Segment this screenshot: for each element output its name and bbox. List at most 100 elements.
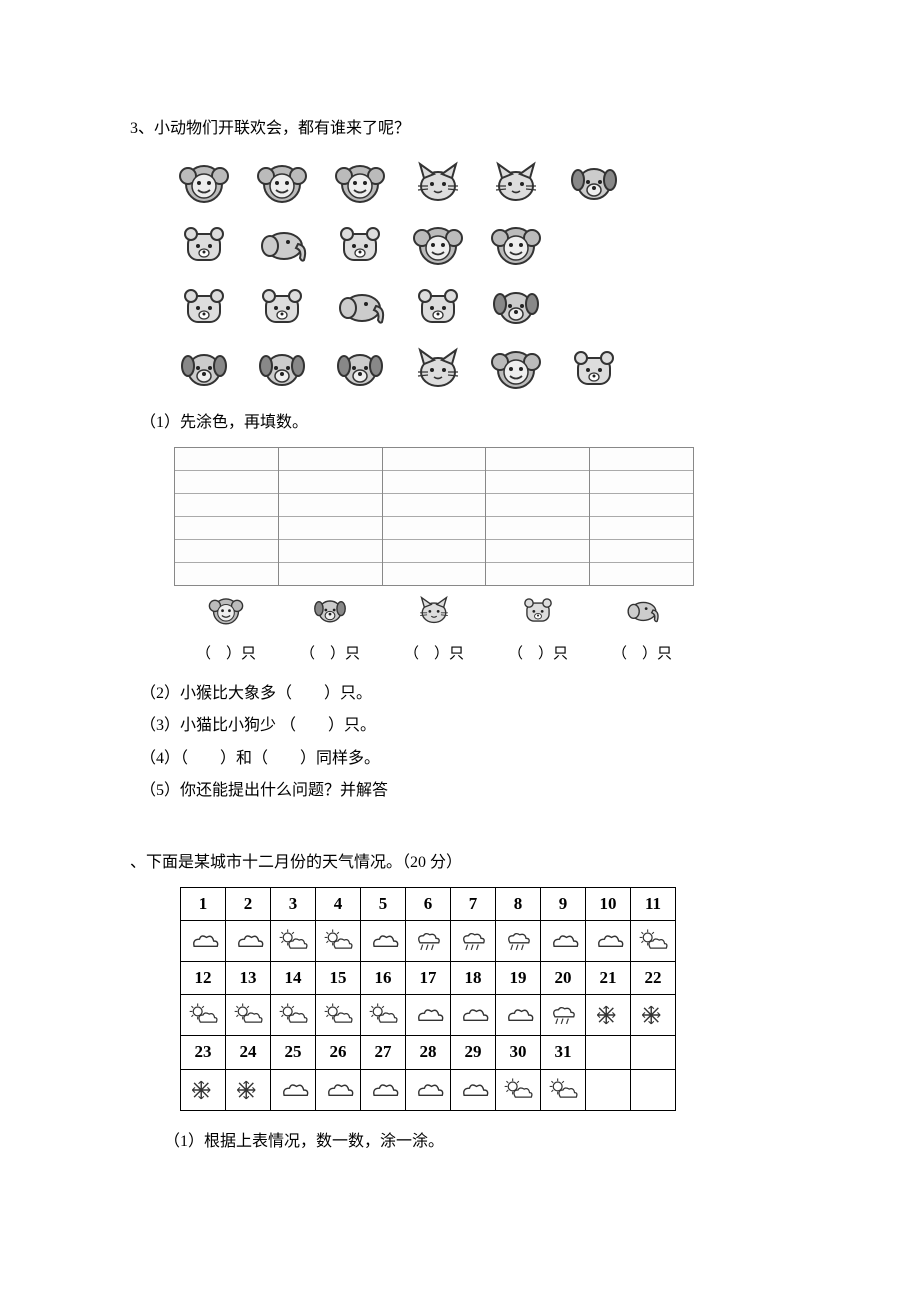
chart-cell xyxy=(279,471,382,494)
cat-icon xyxy=(412,342,464,394)
calendar-day-number: 5 xyxy=(361,887,406,920)
elephant-icon xyxy=(334,280,386,332)
chart-cell xyxy=(590,517,693,540)
count-chart: （ ）只（ ）只（ ）只（ ）只（ ）只 xyxy=(174,447,694,669)
weather-cloud-icon xyxy=(586,921,631,962)
animal-row xyxy=(170,342,640,394)
calendar-day-number: 22 xyxy=(631,962,676,995)
chart-cell xyxy=(383,494,486,517)
dog-icon xyxy=(490,280,542,332)
calendar-day-number: 15 xyxy=(316,962,361,995)
animal-row xyxy=(170,280,640,332)
chart-cell xyxy=(383,540,486,563)
q3-sub2: （2）小猴比大象多（ ）只。 xyxy=(140,679,790,709)
chart-column xyxy=(383,448,487,585)
weather-partly-icon xyxy=(361,995,406,1036)
chart-label: （ ）只 xyxy=(590,592,694,669)
chart-cell xyxy=(590,448,693,471)
weather-cloud-icon xyxy=(316,1069,361,1110)
chart-cell xyxy=(383,448,486,471)
chart-cell xyxy=(590,563,693,585)
chart-cell xyxy=(486,448,589,471)
q3-sub3: （3）小猫比小狗少 （ ）只。 xyxy=(140,711,790,741)
calendar-empty-cell xyxy=(631,1069,676,1110)
monkey-icon xyxy=(206,592,246,639)
calendar-day-number: 23 xyxy=(181,1036,226,1069)
chart-cell xyxy=(279,517,382,540)
q3-sub5: （5）你还能提出什么问题？并解答 xyxy=(140,776,790,806)
calendar-day-number: 14 xyxy=(271,962,316,995)
weather-partly-icon xyxy=(316,995,361,1036)
chart-cell xyxy=(175,540,278,563)
calendar-day-number: 13 xyxy=(226,962,271,995)
weather-partly-icon xyxy=(271,921,316,962)
calendar-day-number: 30 xyxy=(496,1036,541,1069)
weather-partly-icon xyxy=(316,921,361,962)
weather-cloud-icon xyxy=(406,995,451,1036)
calendar-day-number: 16 xyxy=(361,962,406,995)
worksheet-page: 3、小动物们开联欢会，都有谁来了呢？ （1）先涂色，再填数。 （ ）只（ ）只（… xyxy=(0,0,920,1221)
bear-icon xyxy=(178,218,230,270)
elephant-icon xyxy=(622,592,662,639)
chart-cell xyxy=(590,540,693,563)
chart-count-blank: （ ）只 xyxy=(300,640,360,669)
monkey-icon xyxy=(490,342,542,394)
calendar-day-number: 24 xyxy=(226,1036,271,1069)
calendar-day-number: 18 xyxy=(451,962,496,995)
q3-subquestions: （2）小猴比大象多（ ）只。 （3）小猫比小狗少 （ ）只。 （4）（ ）和（ … xyxy=(130,679,790,807)
weather-rain-icon xyxy=(406,921,451,962)
chart-label: （ ）只 xyxy=(382,592,486,669)
chart-cell xyxy=(383,471,486,494)
calendar-day-number: 19 xyxy=(496,962,541,995)
bear-icon xyxy=(256,280,308,332)
weather-partly-icon xyxy=(226,995,271,1036)
calendar-day-number: 25 xyxy=(271,1036,316,1069)
chart-cell xyxy=(383,563,486,585)
chart-cell xyxy=(383,517,486,540)
chart-cell xyxy=(486,540,589,563)
chart-cell xyxy=(486,517,589,540)
chart-cell xyxy=(279,563,382,585)
weather-cloud-icon xyxy=(406,1069,451,1110)
weather-partly-icon xyxy=(181,995,226,1036)
weather-partly-icon xyxy=(631,921,676,962)
monkey-icon xyxy=(412,218,464,270)
weather-sub1: （1）根据上表情况，数一数，涂一涂。 xyxy=(130,1127,790,1157)
chart-label: （ ）只 xyxy=(486,592,590,669)
chart-cell xyxy=(486,563,589,585)
q3-sub1: （1）先涂色，再填数。 xyxy=(130,408,790,438)
calendar-day-number: 3 xyxy=(271,887,316,920)
cat-icon xyxy=(412,156,464,208)
weather-cloud-icon xyxy=(496,995,541,1036)
weather-title: 、下面是某城市十二月份的天气情况。（20 分） xyxy=(130,848,790,878)
chart-column xyxy=(279,448,383,585)
calendar-day-number: 1 xyxy=(181,887,226,920)
dog-icon xyxy=(178,342,230,394)
chart-cell xyxy=(175,448,278,471)
chart-cell xyxy=(279,448,382,471)
calendar-day-number: 2 xyxy=(226,887,271,920)
cat-icon xyxy=(414,592,454,639)
calendar-day-number: 20 xyxy=(541,962,586,995)
weather-cloud-icon xyxy=(271,1069,316,1110)
bear-icon xyxy=(178,280,230,332)
calendar-day-number: 12 xyxy=(181,962,226,995)
elephant-icon xyxy=(256,218,308,270)
weather-cloud-icon xyxy=(541,921,586,962)
chart-cell xyxy=(175,494,278,517)
q3-title: 3、小动物们开联欢会，都有谁来了呢？ xyxy=(130,114,790,144)
q3-sub4: （4）（ ）和（ ）同样多。 xyxy=(140,744,790,774)
calendar-day-number: 28 xyxy=(406,1036,451,1069)
chart-column xyxy=(590,448,693,585)
animal-row xyxy=(170,218,640,270)
weather-partly-icon xyxy=(271,995,316,1036)
chart-cell xyxy=(175,517,278,540)
chart-cell xyxy=(486,471,589,494)
chart-cell xyxy=(279,494,382,517)
chart-cell xyxy=(279,540,382,563)
weather-calendar: 1234567891011121314151617181920212223242… xyxy=(180,887,676,1111)
chart-cell xyxy=(486,494,589,517)
calendar-day-number xyxy=(631,1036,676,1069)
chart-label: （ ）只 xyxy=(174,592,278,669)
weather-section: 、下面是某城市十二月份的天气情况。（20 分） 1234567891011121… xyxy=(130,848,790,1157)
